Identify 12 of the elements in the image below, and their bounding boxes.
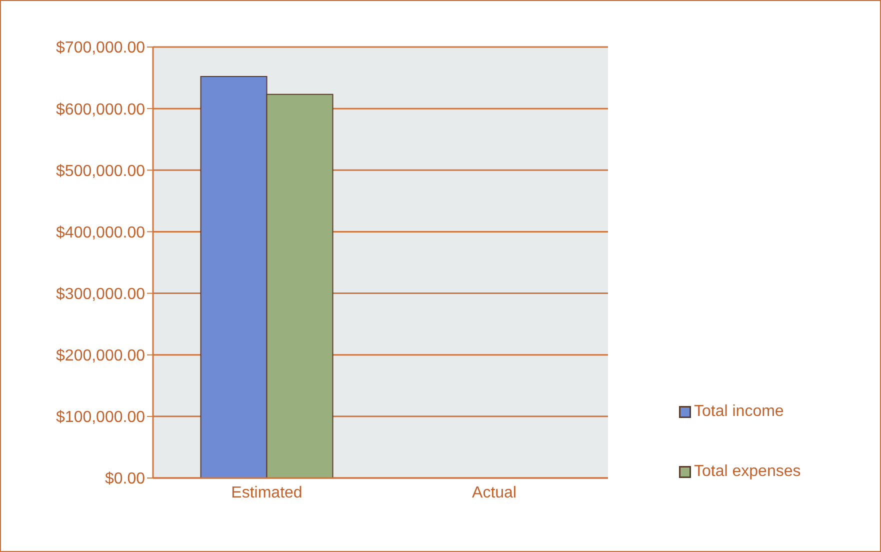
y-tick-label: $300,000.00 — [56, 286, 146, 303]
x-tick-label: Estimated — [231, 484, 302, 502]
y-tick-label: $400,000.00 — [56, 224, 146, 242]
y-tick-label: $600,000.00 — [56, 101, 146, 118]
y-tick-label: $200,000.00 — [56, 348, 146, 365]
legend-label: Total income — [694, 403, 784, 421]
y-tick-label: $500,000.00 — [56, 162, 146, 180]
legend-label: Total expenses — [694, 463, 801, 481]
x-tick-label: Actual — [472, 484, 516, 502]
y-tick-label: $100,000.00 — [56, 409, 146, 426]
y-tick-label: $0.00 — [104, 470, 146, 488]
y-tick-label: $700,000.00 — [56, 40, 146, 57]
